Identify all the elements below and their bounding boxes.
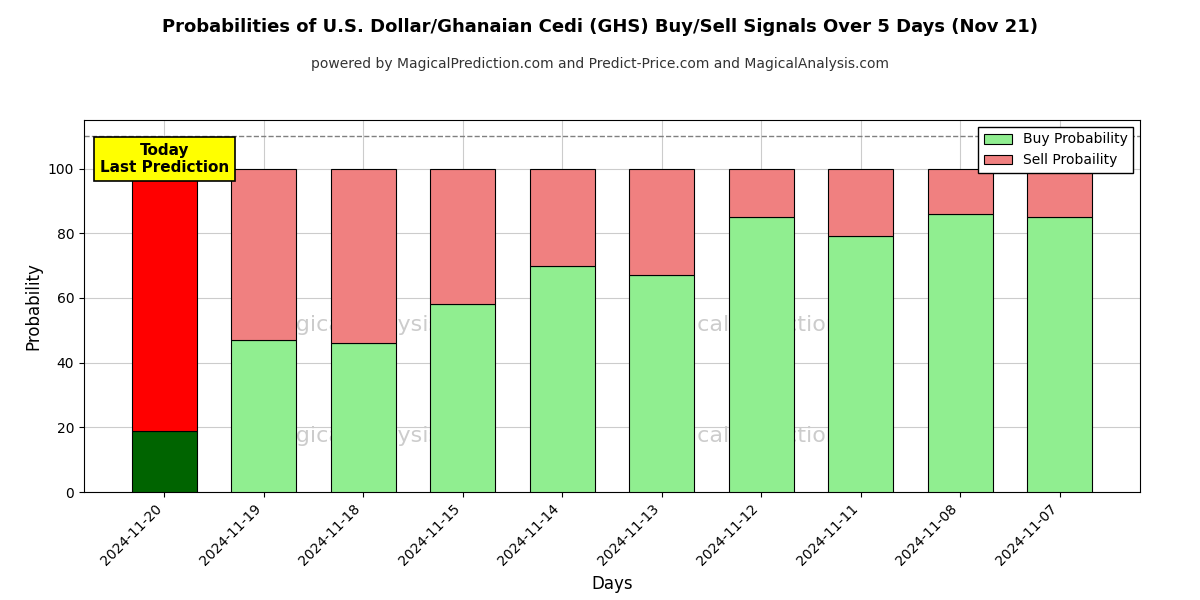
Bar bbox=[431, 304, 496, 492]
Bar bbox=[828, 236, 893, 492]
Bar bbox=[728, 169, 793, 217]
Bar bbox=[132, 431, 197, 492]
Bar bbox=[728, 217, 793, 492]
Text: Today
Last Prediction: Today Last Prediction bbox=[100, 143, 229, 175]
Bar bbox=[232, 169, 296, 340]
Bar bbox=[630, 169, 694, 275]
Bar bbox=[331, 169, 396, 343]
Text: MagicalPrediction.com: MagicalPrediction.com bbox=[646, 426, 895, 446]
Text: Probabilities of U.S. Dollar/Ghanaian Cedi (GHS) Buy/Sell Signals Over 5 Days (N: Probabilities of U.S. Dollar/Ghanaian Ce… bbox=[162, 18, 1038, 36]
Bar bbox=[530, 266, 594, 492]
Text: MagicalAnalysis.com: MagicalAnalysis.com bbox=[264, 426, 496, 446]
Text: MagicalPrediction.com: MagicalPrediction.com bbox=[646, 314, 895, 335]
Bar bbox=[431, 169, 496, 304]
Bar bbox=[928, 169, 992, 214]
X-axis label: Days: Days bbox=[592, 575, 632, 593]
Bar bbox=[132, 169, 197, 431]
Text: powered by MagicalPrediction.com and Predict-Price.com and MagicalAnalysis.com: powered by MagicalPrediction.com and Pre… bbox=[311, 57, 889, 71]
Bar bbox=[1027, 169, 1092, 217]
Bar bbox=[232, 340, 296, 492]
Text: MagicalAnalysis.com: MagicalAnalysis.com bbox=[264, 314, 496, 335]
Bar bbox=[828, 169, 893, 236]
Legend: Buy Probability, Sell Probaility: Buy Probability, Sell Probaility bbox=[978, 127, 1133, 173]
Bar bbox=[928, 214, 992, 492]
Bar bbox=[630, 275, 694, 492]
Bar bbox=[530, 169, 594, 266]
Bar bbox=[331, 343, 396, 492]
Bar bbox=[1027, 217, 1092, 492]
Y-axis label: Probability: Probability bbox=[24, 262, 42, 350]
